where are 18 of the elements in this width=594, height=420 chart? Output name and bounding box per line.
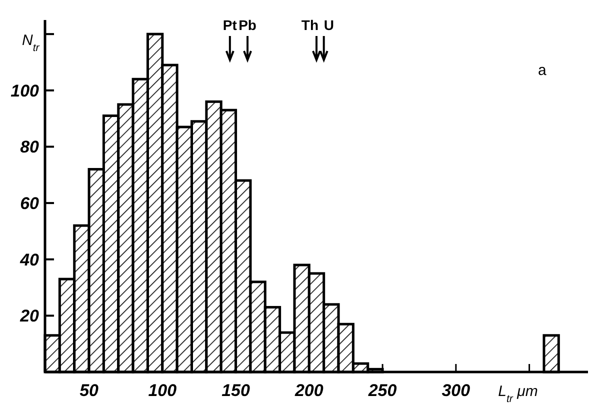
y-tick-label: 20 (19, 306, 40, 326)
ref-line-label: Pb (238, 17, 256, 33)
x-axis-title: L$_{tr}$ μm (498, 383, 538, 405)
y-tick-label: 80 (20, 138, 40, 157)
x-tick-label: 250 (367, 381, 398, 400)
x-tick-label: 200 (294, 381, 324, 400)
x-tick-label: 150 (222, 381, 251, 400)
annotation: a (538, 62, 547, 79)
x-tick-label: 300 (442, 381, 471, 400)
ref-line-label: Pt (222, 17, 238, 33)
y-tick-label: 60 (20, 194, 40, 213)
x-tick-label: 50 (80, 381, 100, 400)
y-tick-label: 40 (19, 250, 40, 270)
y-axis-title: N$_{tr}$ (22, 32, 40, 54)
ref-line-label: U (324, 17, 334, 33)
x-tick-label: 100 (148, 381, 178, 400)
y-tick-label: 100 (10, 81, 40, 100)
ref-line-label: Th (301, 17, 318, 33)
